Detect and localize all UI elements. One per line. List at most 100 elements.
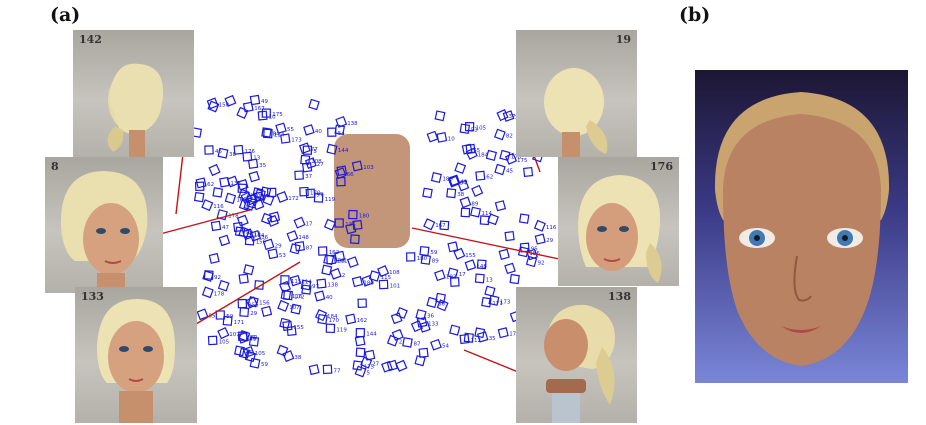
camera-glyph: [368, 270, 381, 282]
camera-id-label: 156: [256, 240, 267, 246]
camera-glyph: [386, 334, 399, 347]
camera-id-label: 59: [430, 250, 437, 256]
camera-id-label: 36: [427, 314, 434, 320]
camera-glyph: [475, 170, 486, 181]
camera-id-label: 178: [214, 291, 225, 297]
camera-glyph: [219, 176, 230, 188]
camera-id-label: 119: [325, 197, 336, 203]
camera-glyph: [245, 296, 258, 309]
camera-glyph: [329, 267, 342, 280]
camera-id-label: 105: [476, 126, 487, 132]
camera-glyph: [262, 193, 275, 206]
camera-id-label: 162: [329, 250, 340, 256]
camera-glyph: [494, 200, 507, 212]
camera-glyph: [248, 336, 260, 347]
camera-glyph: [434, 269, 446, 282]
camera-glyph: [352, 360, 363, 371]
camera-glyph: [305, 188, 316, 199]
camera-glyph: [203, 270, 214, 280]
head-front-left-image: [60, 171, 148, 293]
camera-glyph: [523, 166, 534, 178]
photo-8: 8: [45, 157, 163, 293]
camera-glyph: [518, 213, 530, 224]
camera-glyph: [446, 188, 457, 199]
camera-glyph: [194, 181, 205, 192]
camera-glyph: [354, 335, 366, 347]
camera-id-label: 89: [471, 201, 478, 207]
camera-glyph: [237, 331, 250, 344]
camera-glyph: [244, 350, 257, 363]
camera-glyph: [304, 157, 317, 169]
camera-id-label: 175: [364, 364, 375, 370]
camera-id-label: 77: [334, 368, 341, 374]
camera-glyph: [210, 220, 222, 232]
camera-id-label: 136: [335, 259, 346, 265]
camera-glyph: [419, 321, 431, 333]
camera-glyph: [351, 160, 363, 172]
camera-id-label: 148: [298, 235, 309, 241]
camera-glyph: [275, 122, 287, 134]
camera-id-label: 59: [261, 362, 268, 368]
camera-id-label: 148: [476, 264, 487, 270]
camera-id-label: 170: [310, 191, 321, 197]
camera-glyph: [244, 235, 255, 246]
camera-glyph: [301, 284, 312, 295]
camera-glyph: [217, 147, 229, 159]
camera-glyph: [334, 124, 345, 136]
camera-id-label: 49: [261, 99, 268, 105]
camera-glyph: [395, 306, 408, 320]
camera-glyph: [276, 191, 289, 203]
camera-glyph: [242, 151, 253, 162]
camera-id-label: 175: [517, 158, 528, 164]
camera-id-label: 55: [287, 127, 294, 133]
camera-glyph: [498, 248, 510, 260]
camera-glyph: [436, 299, 449, 312]
camera-glyph: [278, 280, 292, 293]
photo-142: 142: [73, 30, 194, 157]
camera-glyph: [360, 356, 373, 369]
camera-id-label: 105: [219, 339, 230, 345]
camera-id-label: 84: [273, 132, 280, 138]
camera-glyph: [217, 327, 230, 340]
camera-id-label: 115: [291, 279, 302, 285]
camera-id-label: 114: [274, 133, 285, 139]
camera-id-label: 180: [363, 281, 374, 287]
camera-glyph: [469, 206, 482, 218]
camera-id-label: 138: [328, 283, 339, 289]
camera-glyph: [302, 145, 312, 155]
camera-id-label: 150: [219, 102, 230, 108]
photo-19: 19: [516, 30, 637, 157]
photo-176: 176: [558, 157, 679, 286]
camera-glyph: [308, 364, 320, 376]
camera-id-label: 37: [509, 114, 516, 120]
camera-id-label: 10: [448, 136, 455, 142]
camera-id-label: 167: [254, 106, 265, 112]
camera-glyph: [352, 219, 363, 231]
camera-id-label: 89: [432, 259, 439, 265]
camera-glyph: [447, 267, 459, 279]
camera-id-label: 38: [229, 152, 236, 158]
camera-id-label: 176: [245, 149, 256, 155]
camera-glyph: [349, 234, 360, 245]
camera-glyph: [430, 171, 442, 184]
camera-glyph: [242, 101, 254, 113]
camera-glyph: [420, 254, 431, 265]
camera-glyph: [212, 187, 223, 198]
camera-glyph: [430, 338, 442, 351]
correspondence-arrow: [411, 227, 565, 261]
camera-glyph: [208, 252, 220, 264]
camera-id-label: 173: [500, 299, 511, 305]
camera-glyph: [345, 223, 357, 235]
camera-glyph: [419, 245, 430, 257]
head-front-image: [97, 299, 175, 423]
camera-id-label: 116: [292, 294, 303, 300]
camera-glyph: [434, 110, 446, 122]
panel-b-label: (b): [679, 4, 711, 26]
camera-glyph: [294, 170, 304, 181]
camera-id-label: 119: [336, 327, 347, 333]
camera-glyph: [460, 207, 471, 218]
camera-glyph: [534, 233, 546, 245]
camera-id-label: 95: [209, 313, 216, 319]
camera-glyph: [276, 344, 289, 357]
camera-id-label: 35: [259, 163, 266, 169]
